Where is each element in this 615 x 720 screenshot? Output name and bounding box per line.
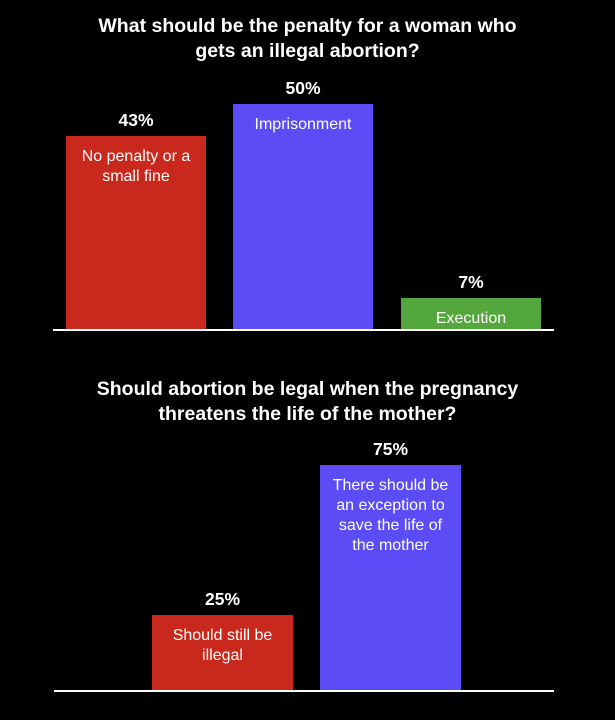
bar-category-label: There should be an exception to save the… bbox=[332, 477, 449, 554]
bar bbox=[233, 104, 373, 329]
bar-category-label: Execution bbox=[435, 309, 507, 327]
bar-value-label: 43% bbox=[118, 109, 154, 130]
bar-category-label: Imprisonment bbox=[254, 116, 352, 133]
bar bbox=[152, 615, 293, 690]
chart-title: Should abortion be legal when the pregna… bbox=[96, 378, 519, 425]
x-axis-baseline bbox=[54, 690, 554, 692]
bar-category-label: Should still be illegal bbox=[172, 627, 273, 664]
life-of-mother-chart: Should abortion be legal when the pregna… bbox=[0, 365, 615, 720]
bar-value-label: 75% bbox=[372, 439, 409, 459]
plot-area: No penalty or a small fine 43% Imprisonmen… bbox=[0, 0, 615, 345]
chart-title: What should be the penalty for a woman w… bbox=[98, 15, 517, 62]
bar-value-label: 25% bbox=[204, 589, 241, 609]
x-axis-baseline bbox=[53, 329, 554, 331]
bar-value-label: 50% bbox=[285, 78, 321, 98]
bar bbox=[320, 465, 461, 690]
bar bbox=[401, 297, 541, 329]
bar bbox=[66, 135, 206, 329]
bar-value-label: 7% bbox=[458, 271, 484, 292]
plot-area: Should still be illegal 25% There should b… bbox=[0, 365, 615, 720]
penalty-chart: What should be the penalty for a woman w… bbox=[0, 0, 615, 345]
bar-category-label: No penalty or a small fine bbox=[81, 147, 191, 185]
